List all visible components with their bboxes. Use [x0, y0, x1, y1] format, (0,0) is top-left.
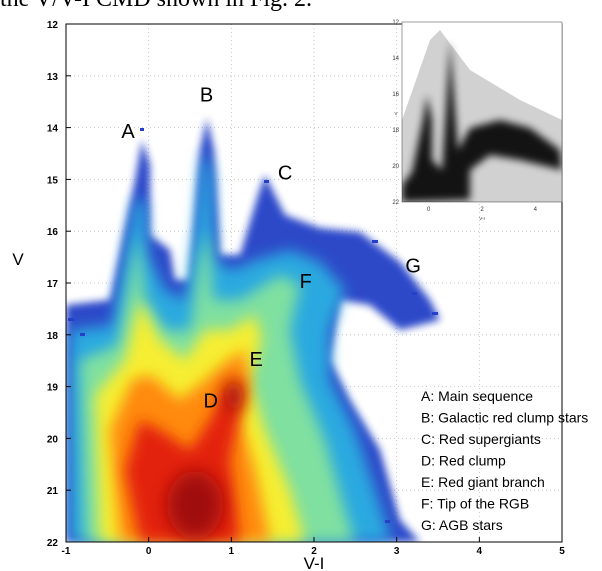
legend: A: Main sequence B: Galactic red clump st… — [421, 388, 588, 533]
x-tick-label: 5 — [559, 546, 565, 557]
x-tick-label: -1 — [62, 546, 71, 557]
inset-y-label: V — [394, 111, 397, 116]
x-tick-label: 3 — [394, 546, 400, 557]
y-tick-label: 17 — [47, 279, 59, 290]
feature-letter-g: G — [405, 256, 421, 278]
x-tick-label: 2 — [311, 546, 317, 557]
legend-entry: D: Red clump — [421, 453, 506, 469]
legend-entry: G: AGB stars — [421, 517, 503, 533]
x-tick-label: 4 — [477, 546, 483, 557]
feature-letter-d: D — [203, 390, 217, 412]
feature-letter-f: F — [300, 271, 312, 293]
x-axis-label: V-I — [304, 554, 325, 571]
y-axis-label: V — [12, 250, 24, 269]
inset-y-tick-label: 20 — [392, 164, 399, 170]
legend-entry: A: Main sequence — [421, 388, 533, 404]
inset-density — [402, 40, 562, 202]
x-tick-label: 1 — [229, 546, 235, 557]
y-tick-label: 21 — [47, 486, 59, 497]
y-tick-label: 19 — [47, 383, 59, 394]
inset-ticks: 0 2 4 12 14 16 18 20 22 — [392, 20, 537, 213]
y-tick-label: 22 — [47, 538, 59, 549]
legend-entry: E: Red giant branch — [421, 474, 545, 490]
legend-entry: F: Tip of the RGB — [421, 496, 529, 512]
legend-entry: B: Galactic red clump stars — [421, 410, 588, 426]
x-tick-label: 0 — [146, 546, 152, 557]
density-heatmap — [66, 118, 440, 542]
caption-fragment: the V/V-I CMD shown in Fig. 2. — [0, 0, 312, 13]
y-tick-label: 12 — [47, 20, 59, 31]
feature-letter-c: C — [278, 162, 292, 184]
inset-plot: 0 2 4 12 14 16 18 20 22 V-I V — [392, 20, 563, 221]
inset-y-tick-label: 14 — [392, 56, 399, 62]
y-tick-label: 16 — [47, 227, 59, 238]
y-tick-label: 18 — [47, 331, 59, 342]
feature-letter-e: E — [249, 349, 262, 371]
feature-letter-b: B — [200, 85, 213, 107]
y-tick-label: 14 — [47, 124, 59, 135]
inset-x-tick-label: 2 — [480, 207, 484, 213]
legend-entry: C: Red supergiants — [421, 431, 541, 447]
y-tick-label: 15 — [47, 175, 59, 186]
y-tick-label: 13 — [47, 72, 59, 83]
y-tick-label: 20 — [47, 434, 59, 445]
inset-x-label: V-I — [479, 216, 485, 221]
feature-labels: A B C D E F G — [121, 85, 421, 413]
feature-letter-a: A — [121, 121, 135, 143]
inset-x-tick-label: 0 — [427, 207, 431, 213]
inset-x-tick-label: 4 — [534, 207, 538, 213]
inset-y-tick-label: 16 — [392, 92, 399, 98]
inset-y-tick-label: 18 — [392, 128, 399, 134]
inset-y-tick-label: 12 — [392, 20, 399, 26]
inset-y-tick-label: 22 — [392, 200, 399, 206]
